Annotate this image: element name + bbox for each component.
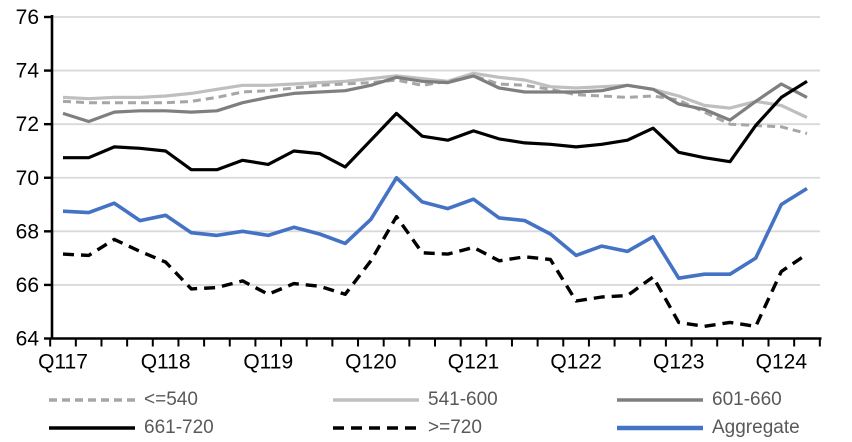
legend-black-line-icon	[49, 426, 135, 430]
legend-label: 601-660	[712, 389, 782, 410]
x-axis-tick-label: Q122	[550, 351, 601, 374]
y-axis-tick-label: 64	[16, 328, 40, 351]
legend-item-601-660: 601-660	[616, 388, 782, 412]
legend-label: 661-720	[144, 417, 214, 438]
y-axis-tick-label: 74	[16, 60, 40, 83]
legend-item-541-600: 541-600	[332, 388, 498, 412]
legend-dashed-gray-line-icon	[49, 398, 135, 402]
series-line->=720	[62, 214, 808, 329]
x-axis-tick-label: Q118	[141, 351, 191, 374]
legend-item-ge720: >=720	[332, 416, 482, 440]
legend-label: >=720	[428, 417, 482, 438]
series-line-601-660	[62, 74, 808, 124]
legend-label: 541-600	[428, 389, 498, 410]
legend-item-aggregate: Aggregate	[616, 416, 800, 440]
y-axis-tick-label: 66	[16, 274, 39, 297]
x-axis-tick-label: Q117	[38, 351, 88, 374]
series-line-541-600	[62, 71, 808, 119]
legend-label: <=540	[144, 389, 198, 410]
y-axis-tick-label: 70	[16, 167, 39, 190]
legend-item-le540: <=540	[48, 388, 198, 412]
legend-lightgray-line-icon	[333, 398, 419, 402]
series-line-Aggregate	[62, 176, 808, 281]
legend-label: Aggregate	[712, 417, 800, 438]
x-axis-tick-label: Q121	[448, 351, 499, 374]
x-axis-tick-label: Q123	[653, 351, 704, 374]
series-line-661-720	[63, 79, 808, 172]
legend-dashed-black-line-icon	[333, 426, 419, 430]
legend-darkgray-line-icon	[617, 398, 703, 402]
legend-blue-line-icon	[617, 425, 703, 431]
x-axis-tick-label: Q124	[756, 351, 808, 374]
y-axis-tick-label: 72	[16, 113, 39, 136]
y-axis-tick-label: 68	[16, 220, 39, 243]
legend-item-661-720: 661-720	[48, 416, 214, 440]
series-line-<=540	[62, 74, 808, 135]
y-axis-tick-label: 76	[16, 6, 39, 29]
x-axis-tick-label: Q119	[243, 351, 293, 374]
x-axis-tick-label: Q120	[345, 351, 396, 374]
